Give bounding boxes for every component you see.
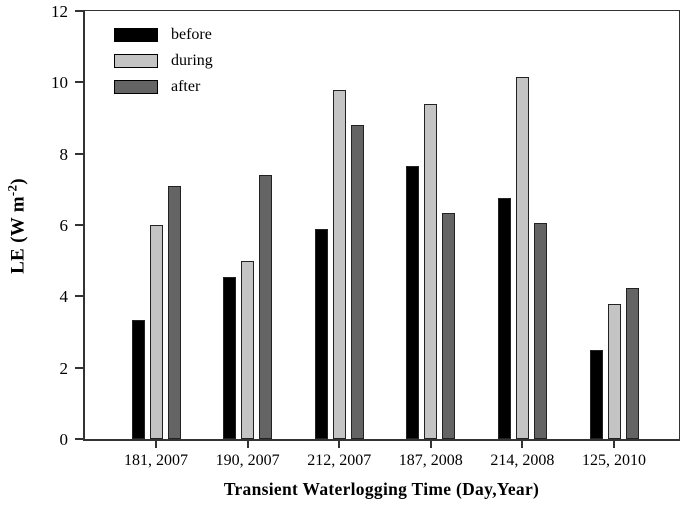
- legend-swatch-before: [114, 28, 158, 42]
- x-tick: [338, 441, 341, 448]
- y-axis-title-superscript: -2: [4, 184, 20, 197]
- legend-label-before: before: [171, 26, 212, 43]
- y-tick-label: 10: [51, 73, 68, 93]
- y-axis-title-suffix: ): [7, 178, 29, 185]
- bar-after-3: [442, 212, 456, 439]
- y-tick-label: 8: [59, 144, 69, 164]
- x-tick-label: 125, 2010: [582, 452, 646, 469]
- bar-during-4: [515, 77, 529, 439]
- legend-swatch-after: [114, 80, 158, 94]
- y-tick: [75, 438, 83, 440]
- y-tick: [75, 366, 83, 369]
- bar-after-0: [167, 185, 181, 439]
- y-tick-label: 12: [51, 1, 68, 21]
- bar-before-1: [223, 276, 237, 439]
- bar-after-1: [259, 175, 273, 439]
- bar-during-1: [241, 260, 255, 439]
- bar-before-4: [497, 198, 511, 439]
- y-tick: [75, 81, 83, 84]
- x-tick: [429, 441, 432, 448]
- x-tick-label: 212, 2007: [307, 452, 372, 469]
- y-tick: [75, 9, 83, 12]
- x-axis-title: Transient Waterlogging Time (Day,Year): [223, 479, 540, 499]
- y-tick-label: 6: [59, 215, 69, 235]
- x-tick: [613, 441, 615, 448]
- y-tick: [75, 152, 83, 155]
- y-tick-label: 0: [59, 430, 69, 449]
- legend-item-after: after: [114, 79, 213, 95]
- x-tick: [155, 441, 157, 448]
- x-tick-label: 190, 2007: [215, 452, 280, 469]
- x-tick-label: 181, 2007: [124, 452, 188, 469]
- x-tick: [521, 441, 524, 448]
- x-tick-label: 187, 2008: [398, 452, 463, 469]
- legend-item-during: during: [114, 53, 213, 69]
- legend-label-during: during: [171, 52, 213, 69]
- legend-swatch-during: [114, 54, 158, 68]
- x-tick: [246, 441, 249, 448]
- y-tick: [75, 295, 83, 298]
- bar-during-2: [332, 89, 346, 439]
- bar-before-2: [314, 228, 328, 439]
- bar-after-4: [533, 223, 547, 439]
- bar-during-0: [149, 225, 163, 439]
- bar-during-3: [424, 103, 438, 439]
- y-tick-label: 4: [59, 287, 69, 307]
- legend-label-after: after: [171, 78, 201, 95]
- legend: before during after: [114, 27, 213, 95]
- bar-before-3: [406, 166, 420, 439]
- y-axis-title-text: LE (W m: [7, 196, 29, 274]
- legend-item-before: before: [114, 27, 213, 43]
- plot-area: before during after: [83, 10, 680, 441]
- y-tick: [75, 223, 83, 226]
- bar-after-5: [625, 287, 639, 439]
- x-tick-label: 214, 2008: [490, 452, 555, 469]
- bar-before-0: [131, 319, 145, 439]
- bar-during-5: [607, 303, 621, 439]
- bar-after-2: [350, 125, 364, 439]
- bar-before-5: [589, 350, 603, 439]
- y-tick-label: 2: [59, 358, 69, 378]
